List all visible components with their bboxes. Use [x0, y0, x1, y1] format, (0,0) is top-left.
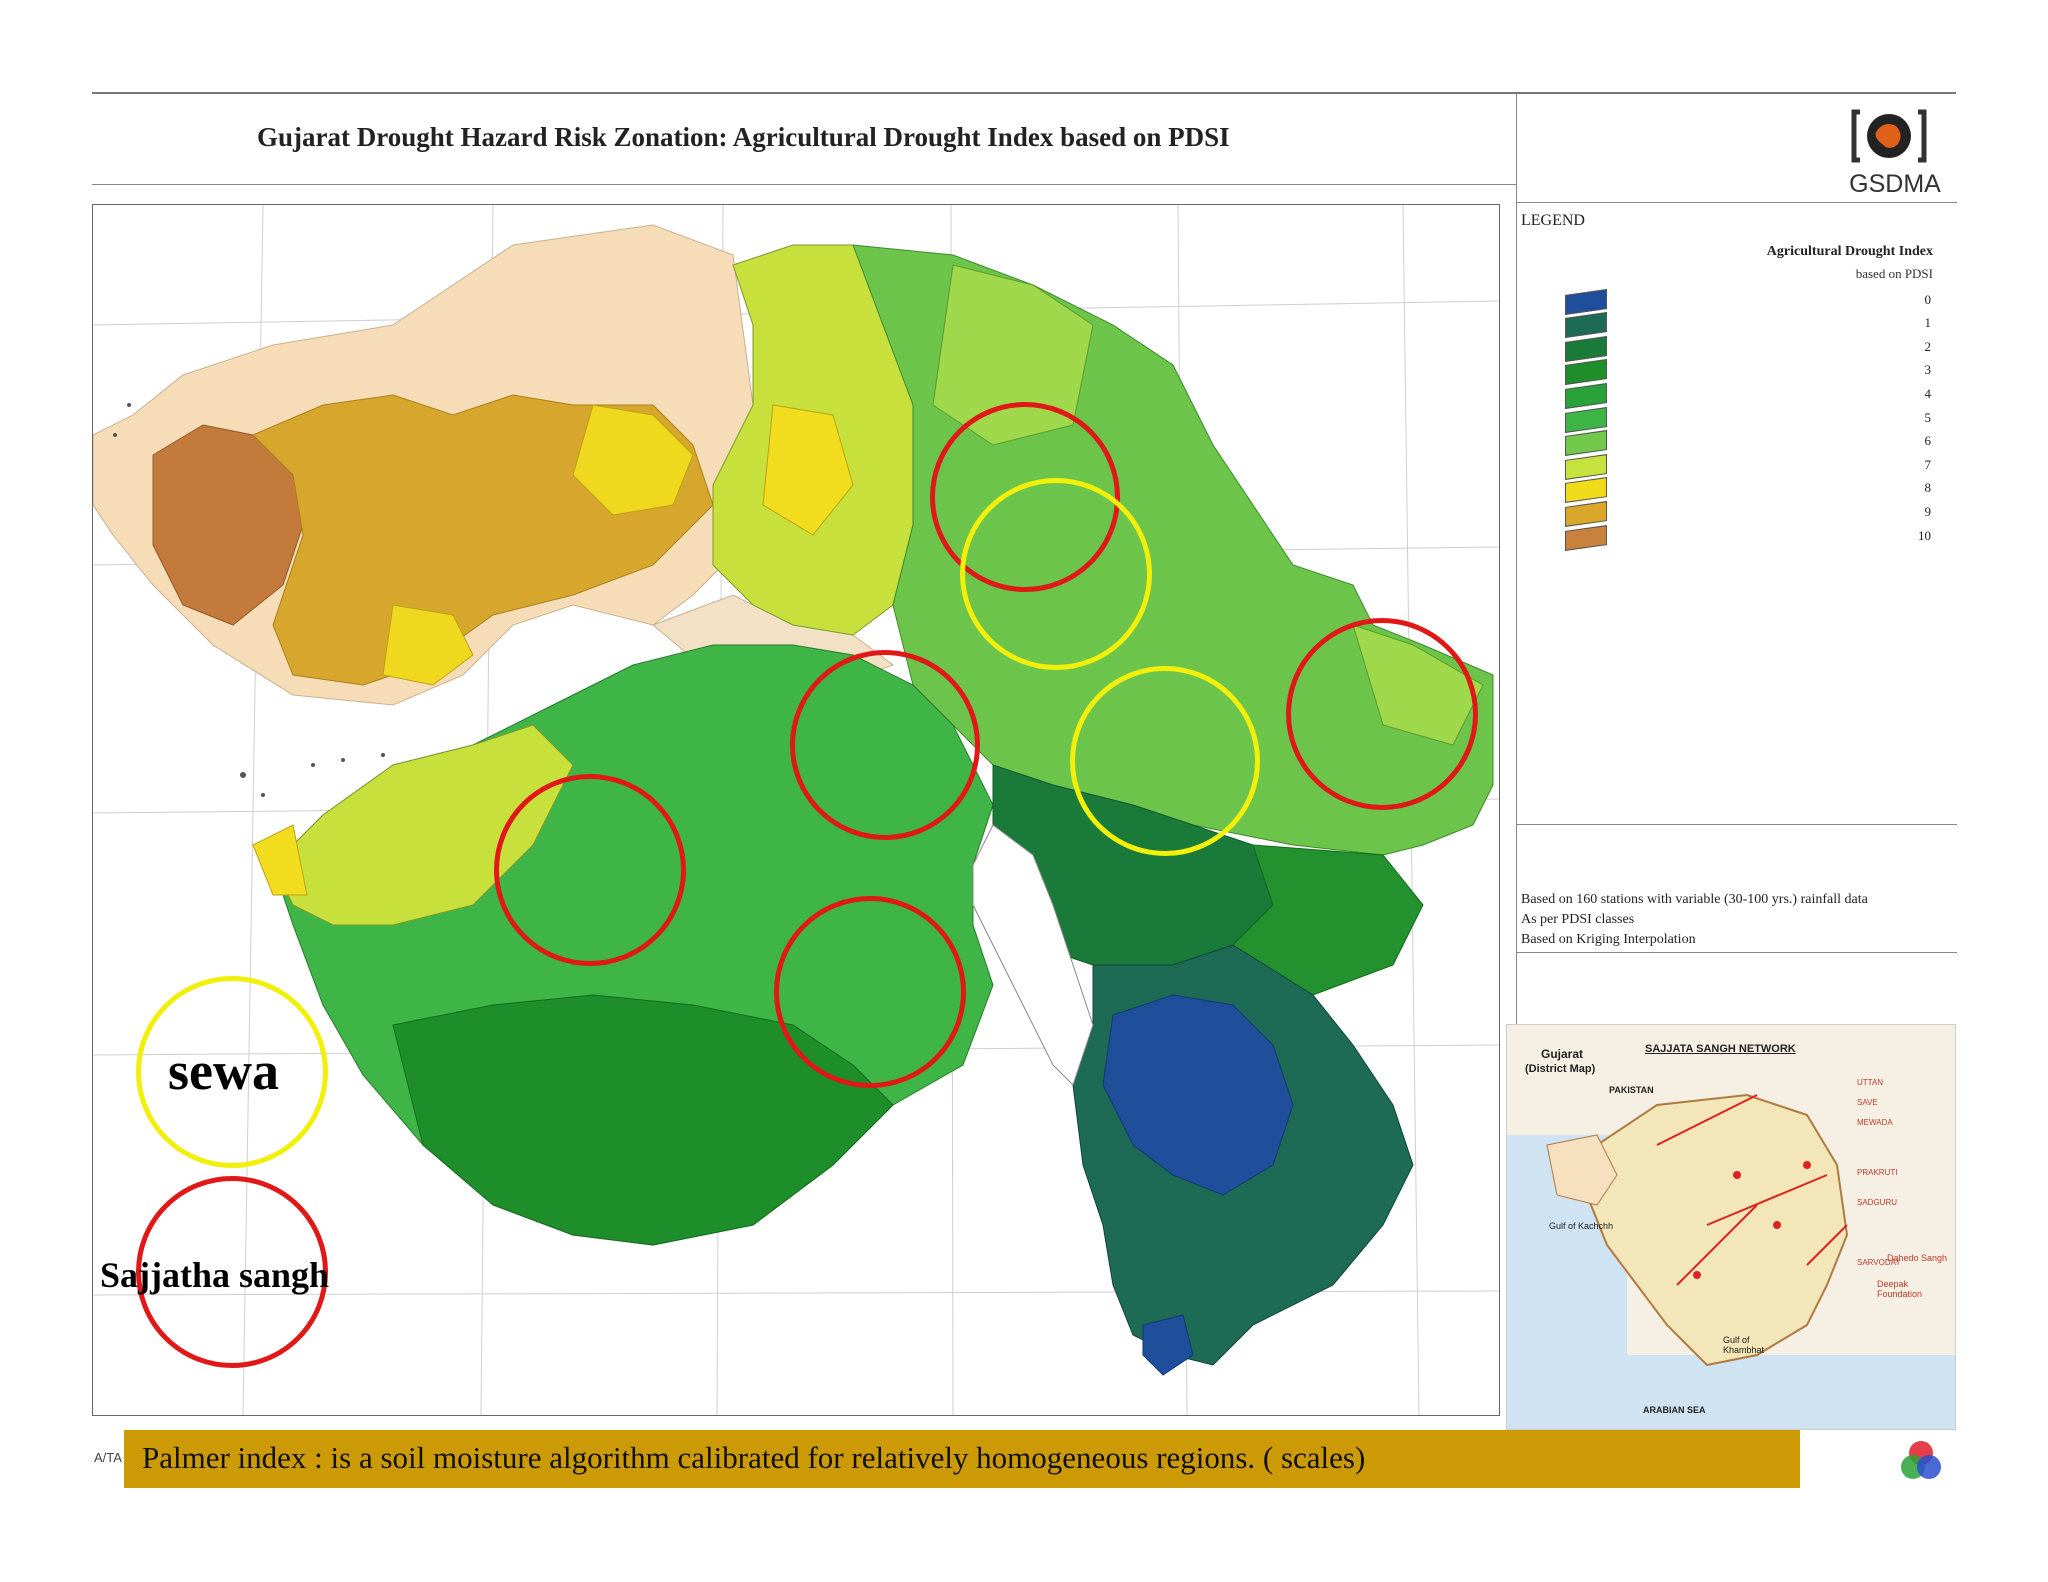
sewa-ring-central	[1070, 666, 1260, 856]
gsdma-logo: GSDMA	[1840, 104, 1950, 200]
sewa-key-label: sewa	[168, 1041, 279, 1101]
legend-label: 3	[1924, 362, 1932, 377]
note-line: Based on 160 stations with variable (30-…	[1521, 892, 1868, 907]
region-saurashtra-south	[392, 994, 894, 1246]
legend-item: 5	[1541, 407, 1941, 433]
sajjatha-ring-east	[1286, 618, 1478, 810]
legend-item: 4	[1541, 383, 1941, 409]
inset-partner-dahedo: Dahedo Sangh	[1887, 1253, 1948, 1263]
legend-label: 1	[1924, 315, 1932, 330]
gulf-of-khambhat	[972, 824, 1094, 1086]
footer-banner: Palmer index : is a soil moisture algori…	[124, 1430, 1800, 1488]
legend-item: 10	[1541, 525, 1941, 551]
coast-islands	[113, 403, 385, 797]
legend-swatch	[1565, 312, 1607, 338]
legend-item: 2	[1541, 336, 1941, 362]
inset-network-title: SAJJATA SANGH NETWORK	[1645, 1043, 1796, 1055]
legend-label: 9	[1924, 504, 1932, 519]
legend-swatch	[1565, 359, 1607, 385]
inset-label-arabian-sea: ARABIAN SEA	[1643, 1405, 1706, 1415]
sajjatha-key-ring	[136, 1176, 328, 1368]
footer-left-fragment: A/TA	[94, 1450, 122, 1465]
page-frame	[92, 92, 1956, 1488]
region-kutch-yellow	[382, 404, 694, 686]
svg-text:SADGURU: SADGURU	[1857, 1198, 1897, 1207]
title-bar: Gujarat Drought Hazard Risk Zonation: Ag…	[92, 94, 1517, 185]
note-line: Based on Kriging Interpolation	[1521, 932, 1696, 947]
legend-label: 5	[1924, 410, 1932, 425]
legend-label: 6	[1924, 433, 1932, 448]
legend-label: 10	[1918, 528, 1931, 543]
rgb-circles-icon	[1901, 1441, 1941, 1479]
sajjatha-ring-west	[494, 774, 686, 966]
legend-item: 3	[1541, 359, 1941, 385]
legend-label: 2	[1924, 339, 1932, 354]
inset-label-gujarat: Gujarat	[1541, 1047, 1584, 1061]
inset-partner-deepak: Deepak Foundation	[1877, 1279, 1923, 1299]
svg-text:UTTAN: UTTAN	[1857, 1078, 1883, 1087]
gsdma-logo-text: GSDMA	[1849, 170, 1941, 198]
note-line: As per PDSI classes	[1521, 912, 1635, 927]
svg-text:SAVE: SAVE	[1857, 1098, 1878, 1107]
region-north-yellow	[762, 404, 854, 536]
legend-swatch	[1565, 407, 1607, 433]
sajjatha-ring-south	[774, 896, 966, 1088]
region-saurashtra-west-yellow	[252, 824, 308, 896]
legend-label: 0	[1924, 292, 1932, 307]
panel-divider	[1517, 952, 1957, 953]
inset-map-svg: UTTAN SAVE MEWADA PRAKRUTI SADGURU SARVODAY	[1507, 1078, 1955, 1429]
side-panel: LEGEND Agricultural Drought Index based …	[1516, 94, 1957, 1024]
legend-label: 4	[1924, 386, 1932, 401]
legend-swatch	[1565, 477, 1607, 503]
page-title: Gujarat Drought Hazard Risk Zonation: Ag…	[257, 122, 1230, 152]
sajjata-sangh-inset-map: UTTAN SAVE MEWADA PRAKRUTI SADGURU SARVODAY…	[1506, 1024, 1956, 1430]
legend-item: 1	[1541, 312, 1941, 338]
inset-label-gulf-khambhat: Gulf of Khambhat	[1723, 1335, 1765, 1355]
legend-swatch	[1565, 501, 1607, 527]
panel-divider	[1517, 202, 1957, 203]
legend-swatch	[1565, 289, 1607, 315]
region-dangs-blue	[1102, 994, 1294, 1376]
inset-label-pakistan: PAKISTAN	[1609, 1085, 1654, 1095]
panel-divider	[1517, 824, 1957, 825]
sajjatha-ring-center	[790, 650, 980, 840]
svg-text:MEWADA: MEWADA	[1857, 1118, 1893, 1127]
inset-label-gulf-kutch: Gulf of Kachchh	[1549, 1221, 1614, 1231]
legend-item: 6	[1541, 430, 1941, 456]
legend-swatch	[1565, 430, 1607, 456]
legend-swatch	[1565, 454, 1607, 480]
legend-title: Agricultural Drought Index	[1766, 244, 1933, 259]
legend-swatch	[1565, 525, 1607, 551]
legend-swatch	[1565, 383, 1607, 409]
sajjatha-key-label: Sajjatha sangh	[100, 1255, 330, 1295]
legend-subtitle: based on PDSI	[1855, 266, 1933, 281]
footer-text: Palmer index : is a soil moisture algori…	[142, 1440, 1366, 1475]
legend-heading: LEGEND	[1521, 212, 1585, 229]
sewa-ring-north	[960, 478, 1152, 670]
inset-label-district: (District Map)	[1525, 1063, 1596, 1075]
gsdma-logo-icon	[1851, 109, 1927, 163]
svg-text:PRAKRUTI: PRAKRUTI	[1857, 1168, 1897, 1177]
svg-text:SARVODAY: SARVODAY	[1857, 1258, 1901, 1267]
legend-label: 7	[1924, 457, 1932, 472]
sewa-key-ring	[136, 976, 328, 1168]
legend-item: 7	[1541, 454, 1941, 480]
legend-label: 8	[1924, 480, 1932, 495]
map-notes: Based on 160 stations with variable (30-…	[1521, 890, 1868, 950]
legend-item: 0	[1541, 289, 1941, 315]
region-kutch-brown	[152, 424, 304, 626]
legend-swatch	[1565, 336, 1607, 362]
legend-item: 9	[1541, 501, 1941, 527]
legend-item: 8	[1541, 477, 1941, 503]
